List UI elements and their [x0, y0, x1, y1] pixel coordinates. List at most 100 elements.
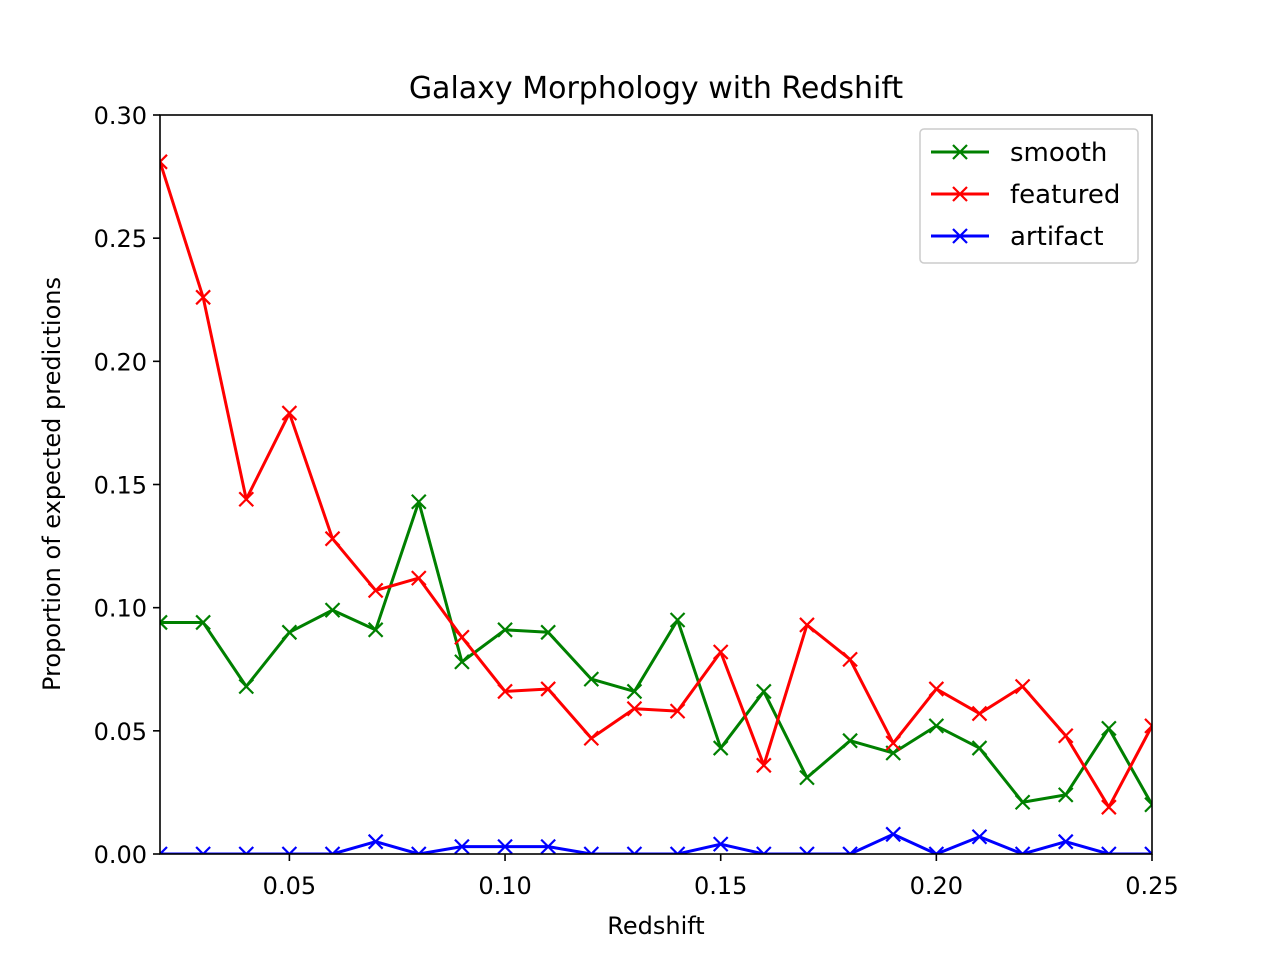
data-point-smooth	[160, 614, 168, 631]
data-point-artifact	[626, 846, 643, 854]
data-point-artifact	[583, 846, 600, 854]
data-point-featured	[411, 570, 427, 586]
data-point-smooth	[1014, 794, 1031, 811]
data-point-smooth	[669, 612, 686, 628]
legend-label-smooth: smooth	[1010, 138, 1107, 168]
legend-label-artifact: artifact	[1010, 222, 1104, 252]
data-point-artifact	[971, 828, 988, 845]
data-point-featured	[238, 491, 255, 508]
data-point-artifact	[1101, 846, 1117, 854]
y-tick-label: 0.15	[94, 472, 147, 500]
series-line-featured	[160, 161, 1152, 809]
data-point-featured	[626, 700, 643, 717]
data-point-artifact	[756, 846, 772, 854]
series-line-smooth	[160, 500, 1152, 806]
x-tick-label: 0.25	[1125, 872, 1178, 900]
data-point-featured	[1014, 678, 1031, 695]
data-point-featured	[1101, 799, 1117, 815]
y-axis-label: Proportion of expected predictions	[38, 277, 66, 691]
data-point-featured	[497, 683, 513, 700]
data-point-featured	[885, 735, 901, 751]
data-point-smooth	[842, 732, 858, 749]
series-layer	[160, 154, 1152, 854]
data-point-featured	[281, 405, 298, 421]
y-tick-label: 0.20	[94, 348, 147, 376]
legend-marker-smooth	[952, 144, 968, 160]
data-point-artifact	[928, 846, 945, 854]
data-point-smooth	[626, 683, 643, 700]
legend: smooth featured artifact	[919, 128, 1139, 264]
x-tick-label: 0.10	[478, 872, 531, 900]
y-tick-label: 0.05	[94, 718, 147, 746]
data-point-featured	[928, 681, 945, 697]
data-point-artifact	[238, 846, 255, 854]
data-point-smooth	[540, 624, 556, 641]
data-point-artifact	[799, 846, 815, 854]
y-tick-label: 0.30	[94, 102, 147, 130]
data-point-featured	[842, 651, 858, 668]
data-point-smooth	[712, 740, 729, 756]
data-point-featured	[195, 289, 211, 306]
data-point-smooth	[411, 493, 427, 510]
data-point-smooth	[583, 671, 600, 687]
data-point-smooth	[799, 769, 815, 786]
data-point-artifact	[1144, 846, 1152, 854]
data-point-artifact	[540, 838, 556, 854]
data-point-featured	[1057, 727, 1074, 744]
legend-box	[919, 128, 1139, 264]
data-point-smooth	[195, 614, 211, 631]
data-point-featured	[540, 681, 556, 697]
data-point-artifact	[497, 838, 513, 854]
y-tick-label: 0.25	[94, 225, 147, 253]
data-point-artifact	[454, 838, 470, 854]
data-point-featured	[324, 530, 341, 547]
data-point-featured	[756, 757, 772, 774]
data-point-artifact	[712, 836, 729, 852]
data-point-featured	[669, 703, 686, 719]
data-point-featured	[799, 617, 815, 633]
data-point-smooth	[238, 678, 255, 695]
data-point-smooth	[454, 654, 470, 670]
data-point-featured	[367, 582, 384, 599]
data-point-featured	[712, 644, 729, 660]
legend-marker-artifact	[952, 228, 968, 244]
chart-title: Galaxy Morphology with Redshift	[409, 71, 904, 106]
data-point-smooth	[756, 683, 772, 700]
data-point-smooth	[928, 718, 945, 734]
data-point-smooth	[971, 740, 988, 756]
data-point-smooth	[1144, 796, 1152, 813]
data-point-artifact	[324, 846, 341, 854]
data-point-featured	[160, 154, 168, 170]
data-point-artifact	[669, 846, 686, 854]
data-point-artifact	[842, 846, 858, 854]
x-tick-label: 0.05	[263, 872, 316, 900]
legend-marker-featured	[952, 186, 968, 202]
data-point-artifact	[281, 846, 298, 854]
data-point-artifact	[1057, 833, 1074, 850]
data-point-featured	[1144, 718, 1152, 734]
data-point-smooth	[281, 624, 298, 641]
data-point-artifact	[367, 833, 384, 850]
data-point-artifact	[195, 846, 211, 854]
data-point-smooth	[497, 622, 513, 638]
x-tick-label: 0.20	[910, 872, 963, 900]
data-point-artifact	[1014, 846, 1031, 854]
x-tick-label: 0.15	[694, 872, 747, 900]
data-point-featured	[454, 629, 470, 646]
x-axis-label: Redshift	[607, 912, 704, 940]
y-tick-label: 0.10	[94, 595, 147, 623]
data-point-smooth	[1101, 720, 1117, 737]
legend-label-featured: featured	[1010, 180, 1120, 210]
data-point-smooth	[1057, 787, 1074, 803]
data-point-featured	[583, 730, 600, 747]
axes-layer: 0.05 0.10 0.15 0.20 0.25 0.00 0.05 0.10 0.15 0.20…	[94, 102, 1179, 900]
data-point-smooth	[367, 622, 384, 638]
data-point-artifact	[411, 846, 427, 854]
y-tick-label: 0.00	[94, 841, 147, 869]
data-point-featured	[971, 705, 988, 722]
data-point-artifact	[160, 846, 168, 854]
series-line-artifact	[160, 832, 1152, 854]
data-point-artifact	[885, 826, 901, 843]
data-point-smooth	[324, 602, 341, 618]
